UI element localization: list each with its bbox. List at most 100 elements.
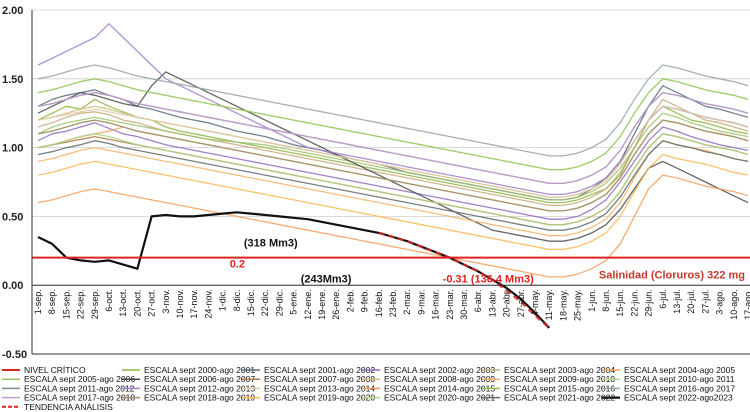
x-tick-label: 26-ene. xyxy=(331,289,341,320)
x-tick-label: 15-jun. xyxy=(615,289,625,317)
x-tick-label: 8-dic. xyxy=(232,289,242,311)
x-tick-label: 27-jul. xyxy=(700,289,710,314)
x-tick-label: 20-jul. xyxy=(686,289,696,314)
annotation: 0.2 xyxy=(230,258,245,270)
x-tick-label: 22-jun. xyxy=(629,289,639,317)
legend-label: ESCALA sept 2017-ago 2018 xyxy=(24,393,135,403)
x-tick-label: 11-may. xyxy=(544,289,554,320)
series-line-14 xyxy=(37,174,749,278)
y-axis-ticks: -0.50 0.00 0.50 1.00 1.50 2.00 xyxy=(2,5,27,361)
x-tick-label: 13-oct. xyxy=(118,289,128,317)
annotations: (318 Mm3) 0.2 (243Mm3) -0.31 (136.4 Mm3) Sal… xyxy=(230,238,745,286)
x-tick-label: 23-mar. xyxy=(445,289,455,320)
x-tick-label: 12-ene. xyxy=(303,289,313,320)
series-lines xyxy=(37,23,749,329)
legend-label: ESCALA sept 2009-ago 2010 xyxy=(504,374,615,384)
annotation: (243Mm3) xyxy=(301,273,352,285)
x-tick-label: 20-oct. xyxy=(132,289,142,317)
legend-label: ESCALA sept 2013-ago 2014 xyxy=(264,383,375,393)
series-line-2 xyxy=(37,122,749,220)
x-tick-label: 6-oct. xyxy=(104,289,114,312)
series-line-21 xyxy=(37,140,749,231)
annotation: -0.31 (136.4 Mm3) xyxy=(443,273,534,285)
legend-label: ESCALA sept 2010-ago 2011 xyxy=(624,374,735,384)
series-line-20 xyxy=(37,133,749,226)
legend-label: ESCALA sept 2021-ago 2022 xyxy=(504,393,615,403)
x-tick-label: 29-jun. xyxy=(644,289,654,317)
series-line-15 xyxy=(37,78,749,171)
legend-label: ESCALA sept 2005-ago 2006 xyxy=(24,374,135,384)
x-tick-label: 9-feb. xyxy=(360,289,370,312)
legend-label: ESCALA sept 2018-ago 2019 xyxy=(144,393,255,403)
legend-label: ESCALA sept 2022-ago2023 xyxy=(624,393,733,403)
x-tick-label: 13-abr. xyxy=(487,289,497,317)
x-tick-label: 10-ago. xyxy=(729,289,739,320)
x-axis-ticks: 1-sep. 8-sep. 15-sep. 22-sep. 29-sep. 6-oct. 1… xyxy=(33,289,750,321)
y-tick-label: 1.50 xyxy=(2,74,23,86)
x-tick-label: 27-abr. xyxy=(516,289,526,317)
x-tick-label: 9-mar. xyxy=(416,289,426,315)
x-tick-label: 10-nov. xyxy=(175,289,185,318)
legend-label: ESCALA sept 2020-ago 2021 xyxy=(384,393,495,403)
annotation: Salinidad (Cloruros) 322 mg xyxy=(599,269,745,281)
x-tick-label: 29-dic. xyxy=(274,289,284,316)
series-line-9 xyxy=(37,140,749,237)
y-tick-label: 2.00 xyxy=(2,5,23,17)
y-tick-label: 0.50 xyxy=(2,211,23,223)
x-tick-label: 27-oct. xyxy=(147,289,157,317)
x-tick-label: 15-sep. xyxy=(61,289,71,319)
legend-label: ESCALA sept 2000-ago 2001 xyxy=(144,365,255,375)
series-line-6 xyxy=(37,71,749,242)
y-tick-label: -0.50 xyxy=(2,349,27,361)
legend-label: ESCALA sept 2008-ago 2009 xyxy=(384,374,495,384)
x-tick-label: 17-nov. xyxy=(189,289,199,318)
x-tick-label: 25-may. xyxy=(573,289,583,321)
x-tick-label: 2-mar. xyxy=(402,289,412,315)
legend-label: ESCALA sept 2019-ago 2020 xyxy=(264,393,375,403)
x-tick-label: 18-may. xyxy=(558,289,568,321)
y-tick-label: 0.00 xyxy=(2,280,23,292)
x-tick-label: 24-nov. xyxy=(203,289,213,318)
legend-label: ESCALA sept 2007-ago 2008 xyxy=(264,374,375,384)
legend-label: ESCALA sept 2016-ago 2017 xyxy=(624,383,735,393)
x-tick-label: 3-nov. xyxy=(161,289,171,313)
x-tick-label: 1-jun. xyxy=(587,289,597,312)
x-tick-label: 30-mar. xyxy=(459,289,469,320)
x-tick-label: 20-abr. xyxy=(502,289,512,317)
x-tick-label: 1-sep. xyxy=(33,289,43,314)
x-tick-label: 8-jun. xyxy=(601,289,611,312)
x-tick-label: 1-dic. xyxy=(218,289,228,311)
x-tick-label: 13-jul. xyxy=(672,289,682,314)
series-line-16 xyxy=(37,64,749,157)
legend-label: ESCALA sept 2004-ago 2005 xyxy=(624,365,735,375)
x-tick-label: 22-dic. xyxy=(260,289,270,316)
x-tick-label: 6-abr. xyxy=(473,289,483,312)
legend-label: ESCALA sept 2002-ago 2003 xyxy=(384,365,495,375)
x-tick-label: 16-mar. xyxy=(431,289,441,320)
legend-label: ESCALA sept 2006-ago 2007 xyxy=(144,374,255,384)
x-tick-label: 2-feb. xyxy=(345,289,355,312)
legend-label: TENDENCIA ANÁLISIS xyxy=(24,402,113,412)
x-tick-label: 19-ene. xyxy=(317,289,327,320)
series-line-3 xyxy=(37,98,749,207)
legend-label: ESCALA sept 2014-ago 2015 xyxy=(384,383,495,393)
legend-label: NIVEL CRÍTICO xyxy=(24,365,86,375)
series-line-1 xyxy=(37,85,749,201)
x-tick-label: 16-feb. xyxy=(374,289,384,317)
series-line-18 xyxy=(37,119,749,212)
legend-label: ESCALA sept 2012-ago 2013 xyxy=(144,383,255,393)
series-line-19 xyxy=(37,153,749,251)
series-line-17 xyxy=(37,91,749,185)
series-line-23 xyxy=(378,231,550,329)
x-tick-label: 29-sep. xyxy=(90,289,100,319)
x-tick-label: 5-ene. xyxy=(289,289,299,315)
legend-label: ESCALA sept 2001-ago 2002 xyxy=(264,365,375,375)
legend-label: ESCALA sept 2011-ago 2012 xyxy=(24,383,135,393)
x-tick-label: 3-ago. xyxy=(715,289,725,315)
annotation: (318 Mm3) xyxy=(244,238,298,250)
x-tick-label: 6-jul. xyxy=(658,289,668,309)
axes xyxy=(31,10,750,355)
legend-label: ESCALA sept 2015-ago 2016 xyxy=(504,383,615,393)
series-line-13 xyxy=(37,105,749,198)
